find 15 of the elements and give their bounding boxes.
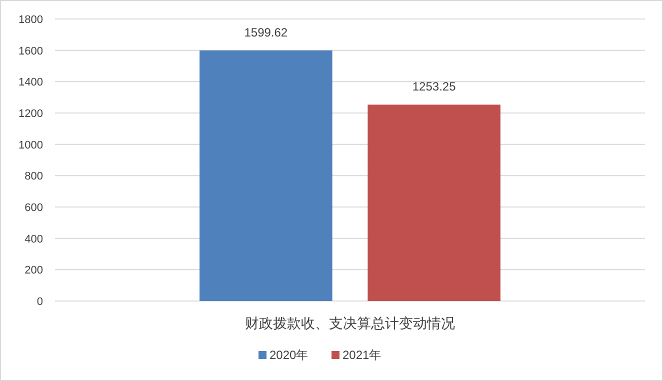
- legend-label: 2020年: [270, 348, 308, 362]
- ytick: 1800: [18, 14, 43, 26]
- ytick: 400: [24, 233, 43, 246]
- ytick: 600: [24, 202, 43, 214]
- ytick: 200: [24, 264, 43, 277]
- ytick: 1200: [18, 108, 43, 120]
- xtick: 财政拨款收、支决算总计变动情况: [245, 315, 455, 331]
- ytick: 800: [24, 170, 43, 183]
- data-label: 1253.25: [412, 80, 456, 94]
- ytick: 1600: [18, 45, 43, 58]
- ytick: 1000: [18, 139, 43, 152]
- legend-label: 2021年: [342, 348, 382, 362]
- ytick: 0: [36, 296, 43, 308]
- data-label: 1599.62: [244, 25, 288, 40]
- ytick: 1400: [18, 76, 43, 89]
